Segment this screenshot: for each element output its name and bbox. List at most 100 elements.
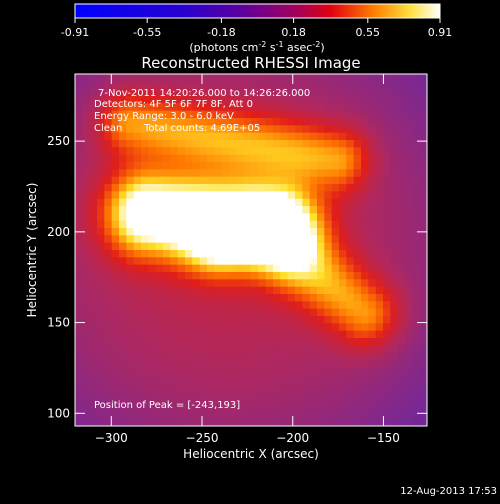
heatmap-cell: [75, 316, 83, 324]
heatmap-cell: [163, 404, 171, 412]
heatmap-cell: [361, 198, 369, 207]
heatmap-cell: [258, 81, 267, 90]
heatmap-cell: [133, 250, 142, 258]
heatmap-cell: [273, 228, 281, 236]
heatmap-cell: [273, 330, 281, 339]
heatmap-cell: [317, 176, 325, 185]
heatmap-cell: [236, 88, 245, 97]
heatmap-cell: [199, 264, 208, 273]
heatmap-cell: [229, 74, 237, 82]
heatmap-cell: [251, 235, 259, 244]
heatmap-cell: [192, 418, 201, 427]
heatmap-cell: [89, 272, 98, 280]
heatmap-cell: [361, 367, 369, 376]
heatmap-cell: [214, 316, 223, 324]
heatmap-cell: [229, 169, 237, 178]
heatmap-cell: [295, 198, 303, 207]
heatmap-cell: [170, 396, 179, 405]
heatmap-cell: [309, 235, 318, 244]
heatmap-cell: [309, 308, 318, 317]
heatmap-cell: [163, 264, 171, 273]
heatmap-cell: [89, 338, 98, 346]
heatmap-cell: [214, 162, 223, 170]
heatmap-cell: [361, 169, 369, 178]
heatmap-cell: [89, 367, 98, 376]
heatmap-cell: [89, 118, 98, 126]
heatmap-cell: [119, 316, 127, 324]
heatmap-cell: [97, 162, 105, 170]
heatmap-cell: [97, 125, 105, 134]
heatmap-cell: [177, 228, 186, 236]
time-range-annotation: 7-Nov-2011 14:20:26.000 to 14:26:26.000: [98, 88, 310, 99]
heatmap-cell: [111, 301, 120, 310]
heatmap-cell: [405, 176, 413, 185]
heatmap-cell: [368, 228, 377, 236]
heatmap-cell: [368, 279, 377, 288]
heatmap-cell: [258, 294, 267, 302]
heatmap-cell: [82, 360, 91, 368]
heatmap-cell: [214, 301, 223, 310]
heatmap-cell: [317, 96, 325, 104]
heatmap-cell: [265, 162, 274, 170]
heatmap-cell: [309, 264, 318, 273]
heatmap-cell: [405, 264, 413, 273]
heatmap-cell: [119, 154, 127, 163]
heatmap-cell: [155, 367, 164, 376]
heatmap-cell: [287, 191, 296, 200]
heatmap-cell: [155, 184, 164, 192]
heatmap-cell: [141, 74, 149, 82]
heatmap-cell: [155, 132, 164, 141]
heatmap-cell: [419, 213, 428, 222]
heatmap-cell: [346, 272, 355, 280]
heatmap-cell: [397, 294, 406, 302]
heatmap-cell: [346, 206, 355, 214]
heatmap-cell: [390, 206, 399, 214]
heatmap-cell: [251, 110, 259, 119]
heatmap-cell: [133, 382, 142, 390]
heatmap-cell: [353, 352, 362, 361]
heatmap-cell: [324, 272, 333, 280]
heatmap-cell: [339, 272, 347, 280]
heatmap-cell: [317, 81, 325, 90]
heatmap-cell: [155, 389, 164, 398]
heatmap-cell: [324, 140, 333, 148]
heatmap-cell: [177, 118, 186, 126]
heatmap-cell: [309, 198, 318, 207]
heatmap-cell: [361, 389, 369, 398]
heatmap-cell: [397, 213, 406, 222]
heatmap-cell: [133, 272, 142, 280]
heatmap-cell: [353, 396, 362, 405]
heatmap-cell: [346, 389, 355, 398]
heatmap-cell: [185, 191, 193, 200]
heatmap-cell: [383, 396, 391, 405]
heatmap-cell: [317, 330, 325, 339]
heatmap-cell: [236, 330, 245, 339]
heatmap-cell: [177, 191, 186, 200]
heatmap-cell: [397, 228, 406, 236]
heatmap-cell: [126, 257, 135, 266]
heatmap-cell: [339, 103, 347, 112]
heatmap-cell: [163, 103, 171, 112]
heatmap-cell: [126, 220, 135, 229]
heatmap-cell: [287, 301, 296, 310]
heatmap-cell: [302, 206, 311, 214]
heatmap-cell: [258, 396, 267, 405]
heatmap-cell: [133, 411, 142, 420]
heatmap-cell: [324, 323, 333, 332]
heatmap-cell: [280, 228, 289, 236]
heatmap-cell: [229, 184, 237, 192]
heatmap-cell: [412, 88, 421, 97]
heatmap-cell: [251, 154, 259, 163]
heatmap-cell: [258, 279, 267, 288]
heatmap-cell: [89, 169, 98, 178]
method-annotation: Clean: [94, 123, 122, 134]
heatmap-cell: [309, 81, 318, 90]
heatmap-cell: [236, 162, 245, 170]
heatmap-cell: [302, 294, 311, 302]
heatmap-cell: [339, 220, 347, 229]
heatmap-cell: [331, 118, 340, 126]
heatmap-cell: [383, 96, 391, 104]
heatmap-cell: [155, 191, 164, 200]
heatmap-cell: [126, 396, 135, 405]
heatmap-cell: [104, 140, 113, 148]
